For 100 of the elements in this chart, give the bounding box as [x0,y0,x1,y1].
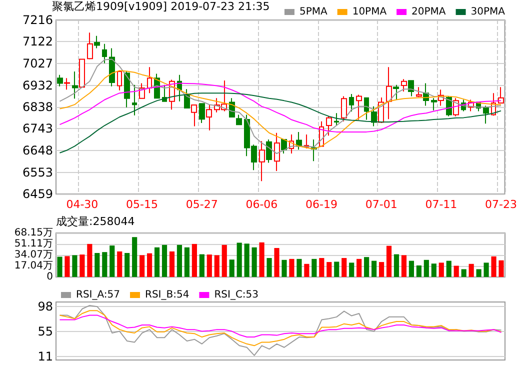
bar [438,262,444,277]
bar [431,264,436,277]
bar [169,251,175,277]
candlestick [416,86,422,98]
candlestick [64,78,70,90]
bar [334,262,340,277]
candlestick [326,116,332,136]
legend-label: RSI_B:54 [145,290,190,300]
bar [132,237,138,277]
legend-label: RSI_A:57 [76,290,120,300]
bar [378,262,384,277]
bar [259,242,264,277]
bar [416,265,422,277]
candlestick [117,70,122,91]
candlestick [199,103,205,124]
bar [498,260,504,277]
y-tick-label: 6553 [22,165,53,180]
bar [476,269,482,277]
candlestick [296,131,302,150]
x-tick-label: 06-19 [306,198,338,211]
candlestick [386,66,392,120]
bar [386,246,392,277]
line-series [59,310,502,346]
y-tick-label: 98 [38,300,53,314]
bar [454,266,459,277]
bar [87,244,92,277]
bar [304,264,310,277]
bar [162,244,168,277]
bar [349,262,354,277]
y-tick-label: 17.04万 [14,260,53,272]
candlestick [356,94,362,120]
bar [222,244,227,277]
bar [214,255,220,277]
line-series [59,304,502,356]
bar [146,253,152,277]
bar [401,255,407,277]
bar [266,258,272,277]
chart-title: 成交量:258044 [56,215,135,228]
line-series [59,70,502,150]
bar [408,260,414,277]
bar [491,256,496,277]
candlestick [79,58,85,88]
bar [140,255,145,277]
x-tick-label: 05-27 [186,198,218,211]
line-series [59,82,502,132]
line-series [59,58,502,154]
bar [274,248,280,277]
bar [371,260,377,277]
x-tick-label: 07-23 [485,198,518,211]
y-tick-label: 6459 [22,187,53,201]
bar [244,244,250,277]
y-tick-label: 68.15万 [14,228,53,238]
y-tick-label: 34.07万 [14,250,53,261]
candlestick [349,94,354,112]
bar [117,251,122,277]
y-tick-label: 6838 [22,100,53,114]
y-tick-label: 55 [38,324,53,338]
candlestick [132,84,137,116]
x-tick-label: 05-15 [126,198,158,211]
bar [484,262,489,277]
candlestick [483,105,489,124]
y-tick-label: 6743 [22,122,53,136]
candlestick [87,32,93,60]
bar [289,258,294,277]
bar [296,258,302,277]
y-tick-label: 0 [46,272,53,282]
candlestick [266,139,272,164]
x-tick-label: 07-01 [365,198,398,211]
bar [192,244,197,277]
bar [312,258,317,277]
y-tick-label: 11 [38,350,53,364]
bar [229,260,234,277]
bar [468,264,474,277]
bar [424,260,429,277]
bar [124,252,130,277]
bar [72,255,78,277]
legend-label: 20PMA [412,6,446,18]
candlestick [274,132,280,172]
y-tick-label: 6648 [22,144,53,158]
candlestick [341,96,347,122]
y-tick-label: 7216 [22,13,53,27]
bar [236,242,242,277]
bar [319,258,324,277]
candlestick [72,70,78,100]
candlestick [393,84,399,100]
x-tick-label: 04-30 [66,198,98,211]
bar [102,252,108,277]
bar [176,244,182,277]
candlestick [191,104,197,127]
candlestick [57,74,63,87]
bar [342,258,347,277]
bar [206,254,212,277]
candlestick [371,106,377,127]
bar [94,252,100,277]
bar [184,247,190,277]
candlestick [147,66,152,94]
candlestick [236,114,242,126]
legend-label: RSI_C:53 [214,290,259,300]
bar [364,257,370,277]
bar [110,245,115,277]
